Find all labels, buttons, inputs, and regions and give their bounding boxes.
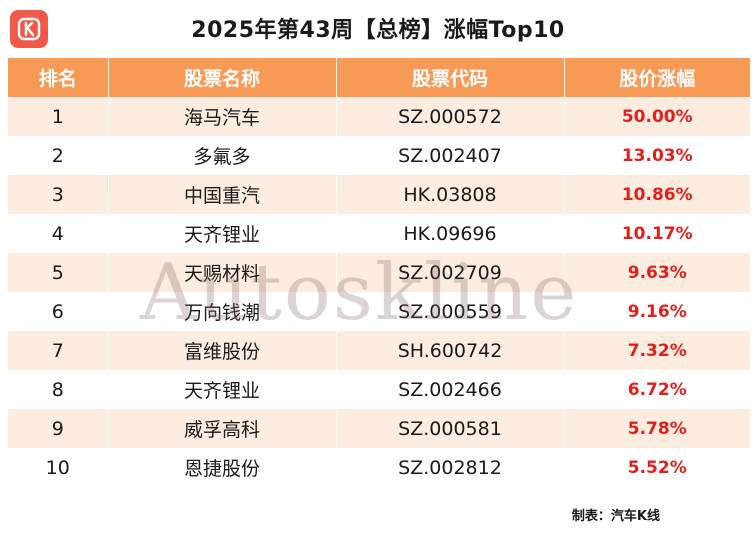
table-row: 4 天齐锂业 HK.09696 10.17% <box>8 214 750 253</box>
price-change-cell: 10.17% <box>564 214 750 253</box>
stock-name-cell: 万向钱潮 <box>108 292 337 331</box>
stock-code-cell: SZ.000572 <box>336 97 565 136</box>
logo <box>10 10 48 48</box>
table-header-row: 排名 股票名称 股票代码 股价涨幅 <box>8 58 750 97</box>
price-change-cell: 5.52% <box>564 448 750 487</box>
rank-cell: 9 <box>8 409 109 448</box>
rank-cell: 4 <box>8 214 109 253</box>
table-row: 2 多氟多 SZ.002407 13.03% <box>8 136 750 175</box>
price-change-cell: 9.63% <box>564 253 750 292</box>
table-row: 9 威孚高科 SZ.000581 5.78% <box>8 409 750 448</box>
credit-text: 制表：汽车K线 <box>571 509 660 524</box>
price-change-cell: 10.86% <box>564 175 750 214</box>
stock-code-cell: SZ.002407 <box>336 136 565 175</box>
k-logo-icon <box>17 17 41 41</box>
table-row: 8 天齐锂业 SZ.002466 6.72% <box>8 370 750 409</box>
stock-code-cell: HK.03808 <box>336 175 565 214</box>
rank-cell: 6 <box>8 292 109 331</box>
table-row: 3 中国重汽 HK.03808 10.86% <box>8 175 750 214</box>
table-row: 6 万向钱潮 SZ.000559 9.16% <box>8 292 750 331</box>
column-header-code: 股票代码 <box>336 58 565 97</box>
rank-cell: 3 <box>8 175 109 214</box>
stock-name-cell: 天齐锂业 <box>108 370 337 409</box>
header: 2025年第43周【总榜】涨幅Top10 <box>0 0 756 58</box>
table-row: 7 富维股份 SH.600742 7.32% <box>8 331 750 370</box>
stock-code-cell: SZ.000559 <box>336 292 565 331</box>
stock-name-cell: 中国重汽 <box>108 175 337 214</box>
price-change-cell: 6.72% <box>564 370 750 409</box>
rank-cell: 5 <box>8 253 109 292</box>
rank-cell: 8 <box>8 370 109 409</box>
price-change-cell: 50.00% <box>564 97 750 136</box>
stock-name-cell: 多氟多 <box>108 136 337 175</box>
stock-code-cell: SH.600742 <box>336 331 565 370</box>
stock-name-cell: 天赐材料 <box>108 253 337 292</box>
rank-cell: 2 <box>8 136 109 175</box>
stock-name-cell: 天齐锂业 <box>108 214 337 253</box>
stock-code-cell: SZ.000581 <box>336 409 565 448</box>
table-row: 5 天赐材料 SZ.002709 9.63% <box>8 253 750 292</box>
stock-code-cell: HK.09696 <box>336 214 565 253</box>
price-change-cell: 7.32% <box>564 331 750 370</box>
stock-name-cell: 恩捷股份 <box>108 448 337 487</box>
stock-code-cell: SZ.002812 <box>336 448 565 487</box>
rank-cell: 1 <box>8 97 109 136</box>
price-change-cell: 5.78% <box>564 409 750 448</box>
rank-cell: 7 <box>8 331 109 370</box>
stock-name-cell: 威孚高科 <box>108 409 337 448</box>
table-row: 10 恩捷股份 SZ.002812 5.52% <box>8 448 750 487</box>
rank-cell: 10 <box>8 448 109 487</box>
price-change-cell: 13.03% <box>564 136 750 175</box>
column-header-rank: 排名 <box>8 58 109 97</box>
stock-code-cell: SZ.002466 <box>336 370 565 409</box>
ranking-table: 排名 股票名称 股票代码 股价涨幅 1 海马汽车 SZ.000572 50.00… <box>8 58 750 487</box>
stock-name-cell: 富维股份 <box>108 331 337 370</box>
column-header-change: 股价涨幅 <box>564 58 750 97</box>
price-change-cell: 9.16% <box>564 292 750 331</box>
column-header-name: 股票名称 <box>108 58 337 97</box>
stock-name-cell: 海马汽车 <box>108 97 337 136</box>
table-row: 1 海马汽车 SZ.000572 50.00% <box>8 97 750 136</box>
page-title: 2025年第43周【总榜】涨幅Top10 <box>191 18 565 43</box>
stock-code-cell: SZ.002709 <box>336 253 565 292</box>
